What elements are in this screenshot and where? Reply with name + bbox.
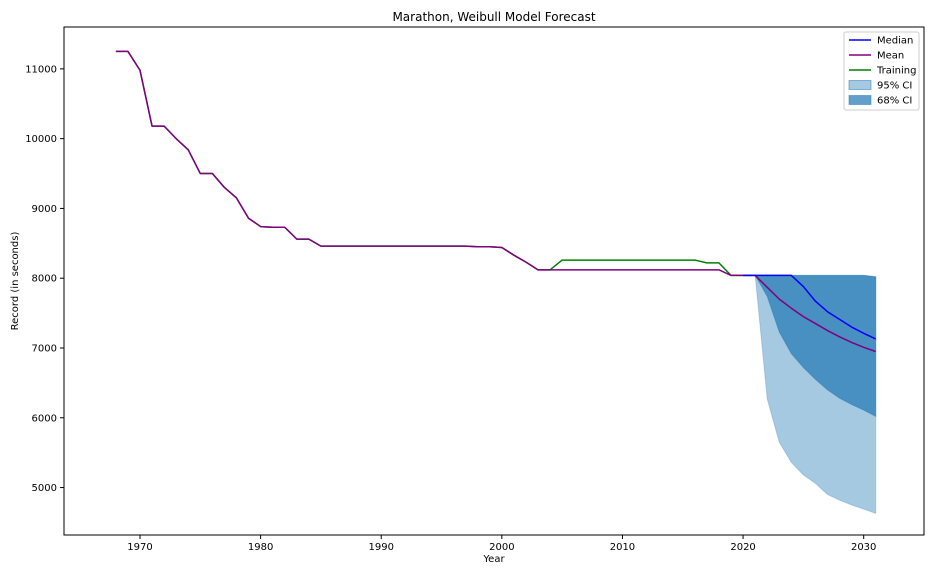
x-tick-label: 1990	[368, 542, 393, 553]
y-tick-label: 9000	[32, 204, 57, 215]
band-ci68	[754, 274, 877, 418]
x-tick-label: 2030	[851, 542, 876, 553]
series-line-median	[743, 274, 877, 340]
legend-box	[843, 31, 920, 111]
confidence-bands	[754, 274, 877, 515]
legend: Median Mean Training 95% CI 68% CI	[843, 31, 920, 111]
x-tick-label: 1980	[248, 542, 273, 553]
y-tick-label: 7000	[32, 343, 57, 354]
legend-label-mean: Mean	[877, 51, 904, 62]
legend-label-ci95: 95% CI	[877, 81, 912, 92]
series-lines	[115, 50, 877, 353]
x-tick-label: 2000	[489, 542, 514, 553]
plot-frame	[63, 26, 925, 536]
chart-title: Marathon, Weibull Model Forecast	[392, 10, 595, 24]
y-tick-label: 11000	[25, 64, 57, 75]
legend-label-median: Median	[877, 36, 913, 47]
x-axis-ticks: 1970 1980 1990 2000 2010 2020 2030	[127, 535, 876, 553]
y-tick-label: 5000	[32, 483, 57, 494]
y-tick-label: 6000	[32, 413, 57, 424]
legend-swatch-ci68	[848, 95, 872, 105]
y-axis-label: Record (in seconds)	[10, 232, 21, 331]
x-tick-label: 2010	[610, 542, 635, 553]
x-axis-label: Year	[482, 554, 505, 565]
y-axis-ticks: 5000 6000 7000 8000 9000 10000 11000	[25, 64, 64, 494]
y-tick-label: 8000	[32, 274, 57, 285]
legend-label-training: Training	[876, 66, 916, 77]
legend-swatch-ci95	[848, 80, 872, 90]
x-tick-label: 2020	[730, 542, 755, 553]
y-tick-label: 10000	[25, 134, 57, 145]
legend-label-ci68: 68% CI	[877, 96, 912, 107]
x-tick-label: 1970	[127, 542, 152, 553]
